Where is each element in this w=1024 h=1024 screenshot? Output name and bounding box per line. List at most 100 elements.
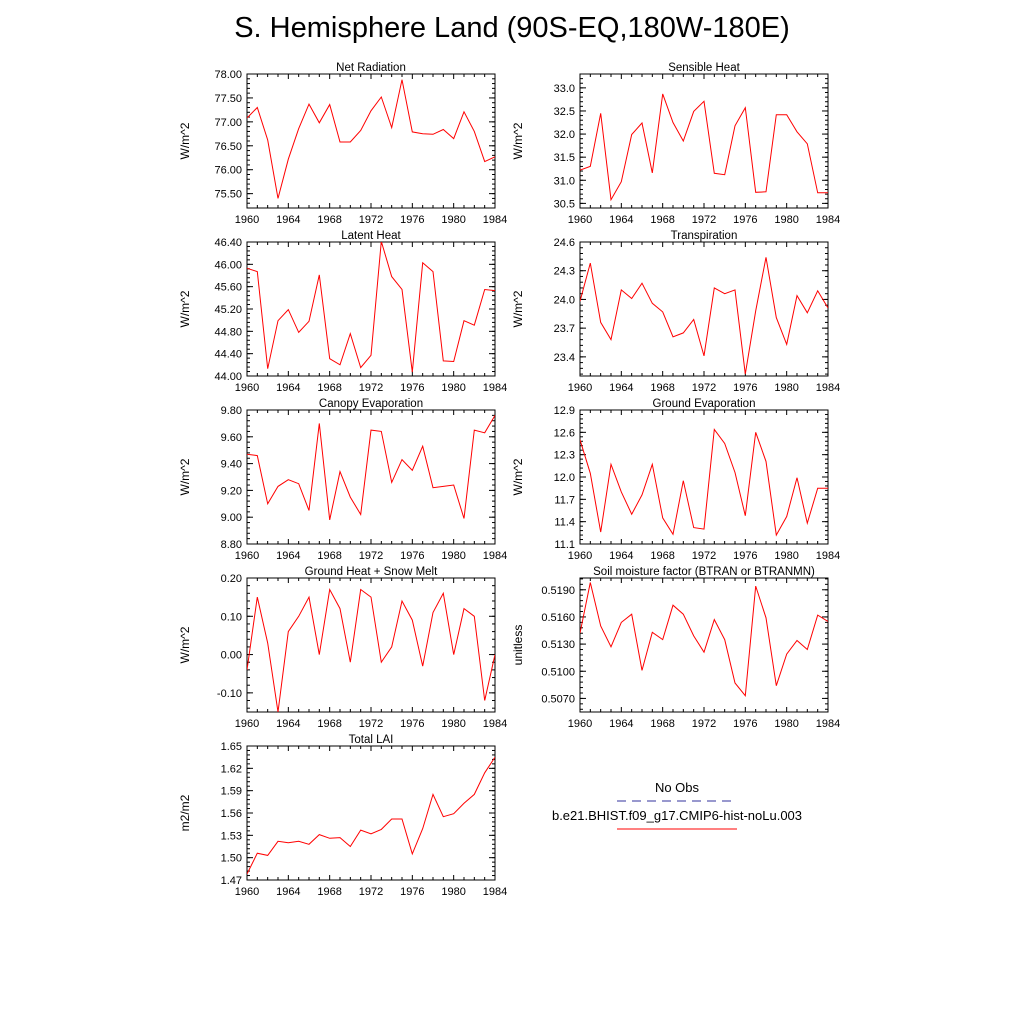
x-tick-label: 1976: [400, 550, 424, 562]
y-tick-label: 12.3: [554, 450, 575, 462]
series-line: [247, 79, 495, 199]
x-tick-label: 1980: [441, 718, 465, 730]
panel-total-lai: 1960 1964 1968 1972 1976 1980 1984 1.47 1.50 1.53…: [178, 734, 507, 898]
y-tick-label: 12.6: [554, 427, 575, 439]
y-tick-label: 9.20: [221, 485, 242, 497]
x-tick-label: 1984: [816, 382, 840, 394]
x-tick-label: 1968: [317, 718, 341, 730]
x-tick-label: 1968: [317, 886, 341, 898]
x-tick-label: 1980: [774, 382, 798, 394]
y-tick-label: 9.00: [221, 512, 242, 524]
panel-net-radiation: 1960 1964 1968 1972 1976 1980 1984 75.50 76.00 76…: [178, 62, 507, 226]
y-tick-label: 78.00: [214, 69, 242, 81]
y-axis-label: W/m^2: [511, 290, 525, 327]
y-tick-label: 31.5: [554, 152, 575, 164]
panel-frame: [246, 745, 496, 881]
y-tick-label: 1.50: [221, 853, 242, 865]
y-tick-label: 0.5130: [541, 639, 575, 651]
x-tick-label: 1972: [692, 214, 716, 226]
x-tick-label: 1964: [276, 382, 300, 394]
x-tick-label: 1960: [568, 550, 592, 562]
x-tick-label: 1968: [317, 214, 341, 226]
x-tick-label: 1964: [609, 214, 633, 226]
panel-title: Latent Heat: [341, 230, 401, 242]
y-tick-label: 0.20: [221, 573, 242, 585]
x-tick-label: 1972: [692, 550, 716, 562]
x-tick-label: 1984: [483, 382, 507, 394]
panel-frame: [579, 577, 829, 713]
y-tick-label: -0.10: [217, 688, 242, 700]
x-tick-label: 1960: [568, 214, 592, 226]
panel-ground-heat-snow-melt: 1960 1964 1968 1972 1976 1980 1984 -0.10 0.00 0.1…: [178, 566, 507, 730]
y-tick-label: 9.40: [221, 459, 242, 471]
x-tick-label: 1968: [317, 550, 341, 562]
x-tick-label: 1984: [483, 550, 507, 562]
y-axis-label: W/m^2: [178, 290, 192, 327]
series-line: [580, 93, 828, 202]
y-tick-label: 0.10: [221, 611, 242, 623]
y-tick-label: 76.50: [214, 141, 242, 153]
x-tick-label: 1976: [733, 382, 757, 394]
x-tick-label: 1980: [441, 550, 465, 562]
y-tick-label: 9.80: [221, 405, 242, 417]
y-tick-label: 12.0: [554, 472, 575, 484]
x-tick-label: 1972: [359, 718, 383, 730]
panel-title: Ground Evaporation: [653, 398, 756, 410]
x-tick-label: 1964: [609, 550, 633, 562]
y-tick-label: 11.7: [554, 494, 575, 506]
x-tick-label: 1972: [359, 382, 383, 394]
panel-title: Ground Heat + Snow Melt: [305, 566, 438, 578]
y-axis-label: m2/m2: [178, 794, 192, 831]
y-tick-label: 46.00: [214, 259, 242, 271]
y-axis-label: W/m^2: [511, 122, 525, 159]
x-tick-label: 1980: [441, 382, 465, 394]
y-axis-label: W/m^2: [178, 458, 192, 495]
y-tick-label: 0.5070: [541, 693, 575, 705]
y-tick-label: 33.0: [554, 83, 575, 95]
y-tick-label: 23.4: [554, 352, 575, 364]
y-tick-label: 0.5160: [541, 612, 575, 624]
y-tick-label: 9.60: [221, 432, 242, 444]
y-axis-label: W/m^2: [511, 458, 525, 495]
legend-obs-label: No Obs: [654, 780, 700, 795]
y-tick-label: 1.65: [221, 741, 242, 753]
series-line: [247, 415, 495, 521]
x-tick-label: 1972: [692, 382, 716, 394]
x-tick-label: 1980: [774, 550, 798, 562]
y-tick-label: 44.00: [214, 371, 242, 383]
x-tick-label: 1984: [816, 550, 840, 562]
x-tick-label: 1972: [359, 886, 383, 898]
x-tick-label: 1980: [774, 214, 798, 226]
x-tick-label: 1960: [568, 718, 592, 730]
x-tick-label: 1960: [235, 382, 259, 394]
figure-title: S. Hemisphere Land (90S-EQ,180W-180E): [234, 12, 790, 44]
y-tick-label: 0.00: [221, 650, 242, 662]
y-tick-label: 1.53: [221, 830, 242, 842]
x-tick-label: 1976: [400, 718, 424, 730]
panel-title: Total LAI: [349, 734, 394, 746]
y-tick-label: 0.5100: [541, 666, 575, 678]
series-line: [247, 242, 495, 373]
y-tick-label: 77.00: [214, 117, 242, 129]
x-tick-label: 1976: [400, 382, 424, 394]
y-tick-label: 12.9: [554, 405, 575, 417]
y-tick-label: 1.56: [221, 808, 242, 820]
y-tick-label: 46.40: [214, 237, 242, 249]
series-line: [580, 582, 828, 697]
x-tick-label: 1968: [650, 382, 674, 394]
x-tick-label: 1976: [400, 886, 424, 898]
x-tick-label: 1976: [733, 718, 757, 730]
y-tick-label: 0.5190: [541, 585, 575, 597]
x-tick-label: 1964: [276, 718, 300, 730]
x-tick-label: 1960: [235, 718, 259, 730]
panel-title: Transpiration: [671, 230, 738, 242]
x-tick-label: 1960: [235, 214, 259, 226]
x-tick-label: 1980: [441, 214, 465, 226]
x-tick-label: 1964: [609, 382, 633, 394]
x-tick-label: 1972: [692, 718, 716, 730]
series-line: [580, 257, 828, 375]
panel-frame: [579, 409, 829, 545]
y-tick-label: 11.4: [554, 517, 575, 529]
y-tick-label: 44.80: [214, 326, 242, 338]
panel-ground-evaporation: 1960 1964 1968 1972 1976 1980 1984 11.1 11.4 11.7…: [511, 398, 840, 562]
